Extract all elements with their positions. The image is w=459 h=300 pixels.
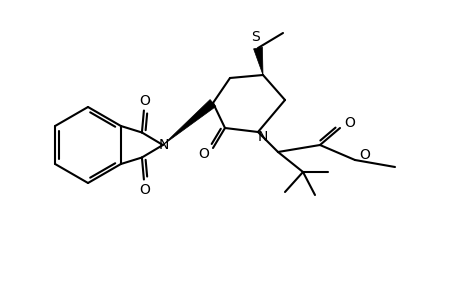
Text: S: S [251, 30, 260, 44]
Text: O: O [344, 116, 355, 130]
Text: N: N [257, 130, 268, 144]
Text: O: O [139, 94, 150, 107]
Text: N: N [158, 138, 169, 152]
Text: O: O [198, 147, 209, 161]
Polygon shape [162, 100, 215, 145]
Polygon shape [253, 47, 263, 75]
Text: O: O [359, 148, 369, 162]
Text: O: O [139, 182, 150, 197]
